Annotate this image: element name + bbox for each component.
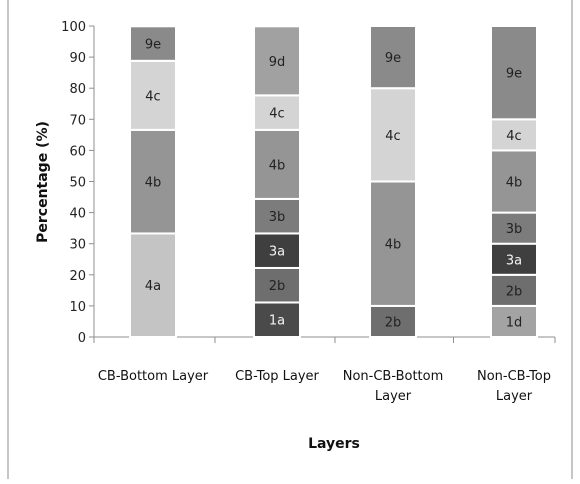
y-tick-label: 70 (69, 113, 86, 128)
x-category-label: Layer (496, 389, 533, 404)
bar-segment-9e (369, 25, 417, 90)
y-tick-label: 50 (69, 176, 86, 191)
bar-segment-9d (253, 25, 301, 97)
data-label: 4c (506, 129, 521, 144)
data-label: 9e (145, 38, 161, 53)
bar-segment-3a (253, 232, 301, 269)
data-label: 3b (269, 210, 286, 225)
data-label: 4a (145, 279, 161, 294)
data-label: 4c (145, 89, 160, 104)
bar-segment-4b (369, 180, 417, 307)
y-axis-title: Percentage (%) (35, 121, 51, 243)
bar-segment-4c (129, 59, 177, 131)
bar-segment-9e (129, 25, 177, 62)
data-label: 9e (385, 51, 401, 66)
data-label: 4b (145, 176, 162, 191)
data-label: 1d (506, 315, 523, 330)
data-label: 9d (269, 55, 286, 70)
data-label: 2b (506, 284, 523, 299)
y-tick-label: 60 (69, 144, 86, 159)
bar-segment-1a (253, 301, 301, 339)
data-label: 2b (269, 279, 286, 294)
data-label: 4b (506, 176, 523, 191)
bar-segment-9e (490, 25, 538, 121)
x-category-label: Non-CB-Top (477, 369, 551, 384)
data-label: 2b (385, 315, 402, 330)
data-label: 3b (506, 222, 523, 237)
data-label: 1a (269, 314, 285, 329)
bar-segment-2b (369, 304, 417, 338)
bar-segment-4c (253, 94, 301, 131)
bar-segment-3b (253, 197, 301, 235)
bar-segment-4c (369, 87, 417, 183)
bar-segment-3b (490, 211, 538, 245)
data-label: 4b (269, 158, 286, 173)
x-category-label: Layer (375, 389, 412, 404)
x-category-label: CB-Top Layer (235, 369, 319, 384)
bar-segment-4b (490, 149, 538, 214)
x-category-label: Non-CB-Bottom (343, 369, 444, 384)
x-category-label: CB-Bottom Layer (98, 369, 209, 384)
data-label: 3a (506, 253, 522, 268)
data-label: 4c (385, 129, 400, 144)
y-tick-label: 20 (69, 269, 86, 284)
bar-segment-4c (490, 118, 538, 152)
y-tick-label: 40 (69, 207, 86, 222)
bar-segment-4a (129, 232, 177, 338)
data-label: 4c (269, 107, 284, 122)
data-label: 3a (269, 245, 285, 260)
data-label: 9e (506, 67, 522, 82)
bar-segment-4b (129, 128, 177, 235)
y-tick-label: 80 (69, 82, 86, 97)
plot-area: 0 10 20 30 40 50 60 70 80 90 100 4a 4b 4c 9e 1a 2b 3a 3b 4b… (61, 20, 556, 404)
y-tick-label: 100 (61, 20, 86, 35)
y-tick-label: 0 (78, 331, 86, 346)
y-tick-label: 30 (69, 238, 86, 253)
bar-segment-2b (490, 273, 538, 307)
y-tick-label: 10 (69, 300, 86, 315)
x-axis-title: Layers (308, 436, 360, 452)
data-label: 4b (385, 238, 402, 253)
y-tick-label: 90 (69, 51, 86, 66)
bar-segment-2b (253, 266, 301, 304)
